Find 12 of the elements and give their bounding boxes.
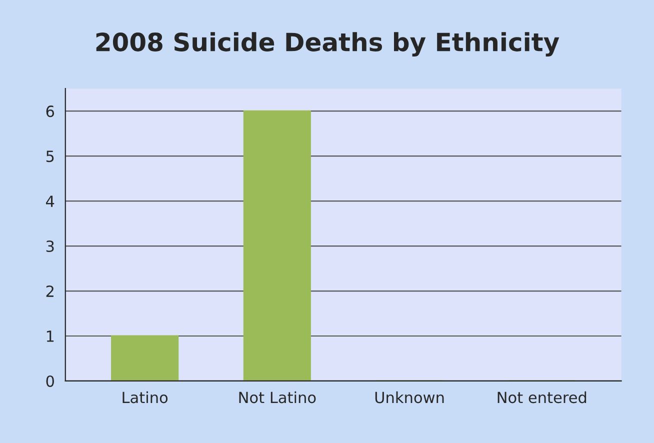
y-tick-label: 4: [46, 196, 54, 207]
y-tick-label: 0: [46, 375, 54, 387]
y-tick-label: 2: [46, 285, 54, 297]
x-tick-label: Not entered: [498, 391, 586, 404]
x-tick-label: Unknown: [375, 391, 444, 404]
y-tick-label: 6: [46, 106, 54, 118]
y-tick-label: 3: [46, 240, 54, 252]
x-tick-label: Latino: [122, 391, 168, 404]
chart-title: 2008 Suicide Deaths by Ethnicity: [96, 32, 560, 56]
x-tick-label: Not Latino: [239, 391, 316, 404]
y-tick-label: 1: [46, 330, 54, 342]
y-tick-label: 5: [46, 150, 54, 162]
